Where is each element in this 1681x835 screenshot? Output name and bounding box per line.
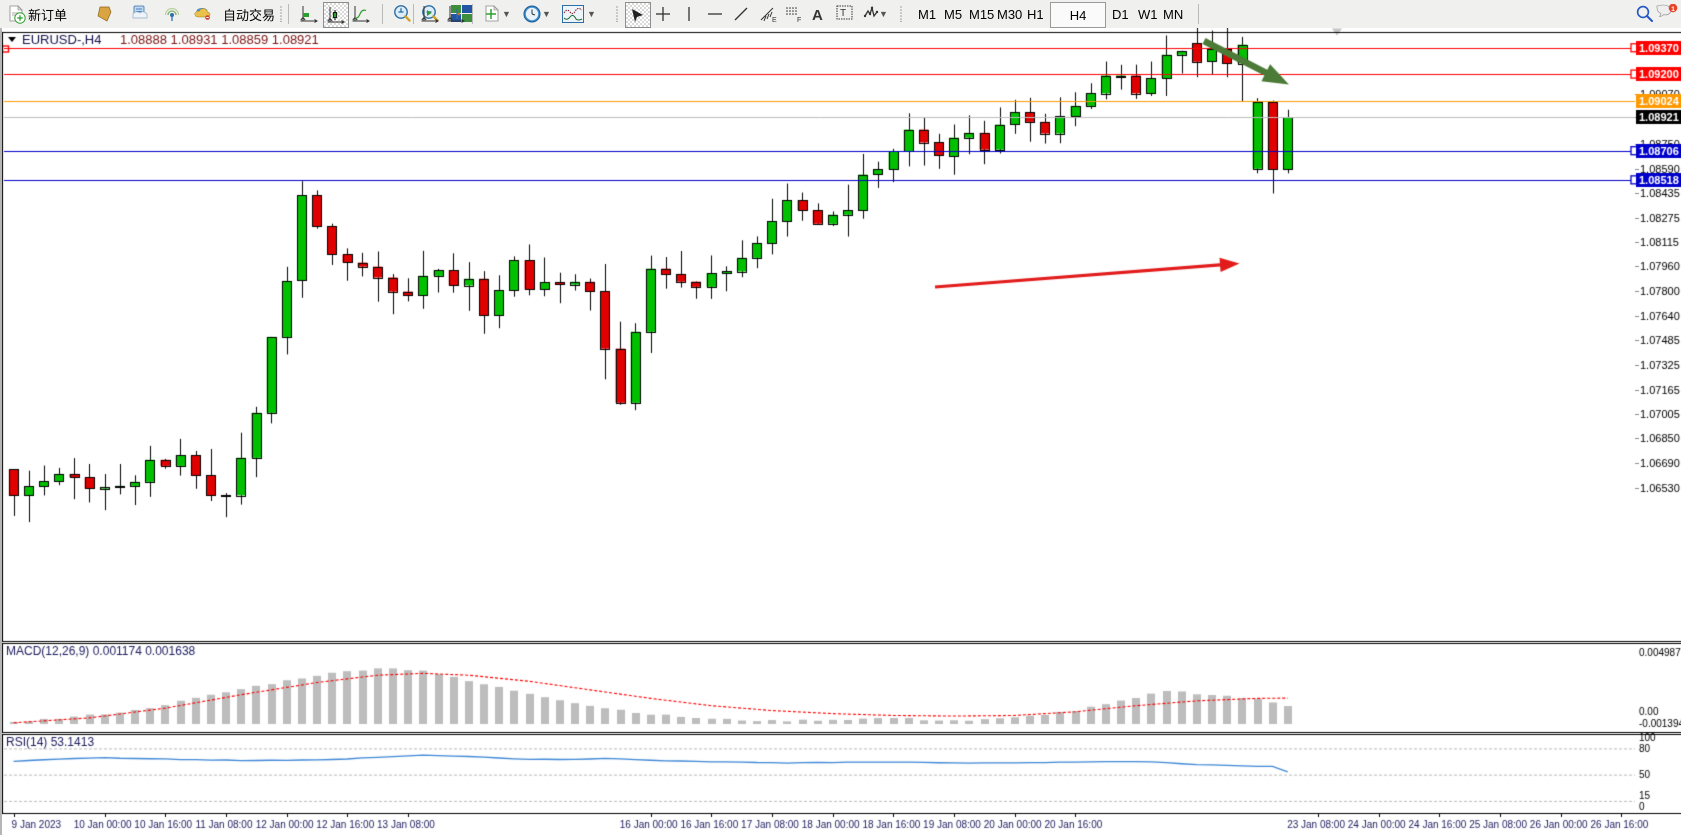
svg-text:F: F	[797, 17, 801, 24]
svg-text:E: E	[772, 17, 777, 24]
svg-text:1: 1	[1671, 6, 1675, 13]
svg-text:T: T	[840, 8, 846, 19]
svg-text:A: A	[812, 7, 823, 24]
